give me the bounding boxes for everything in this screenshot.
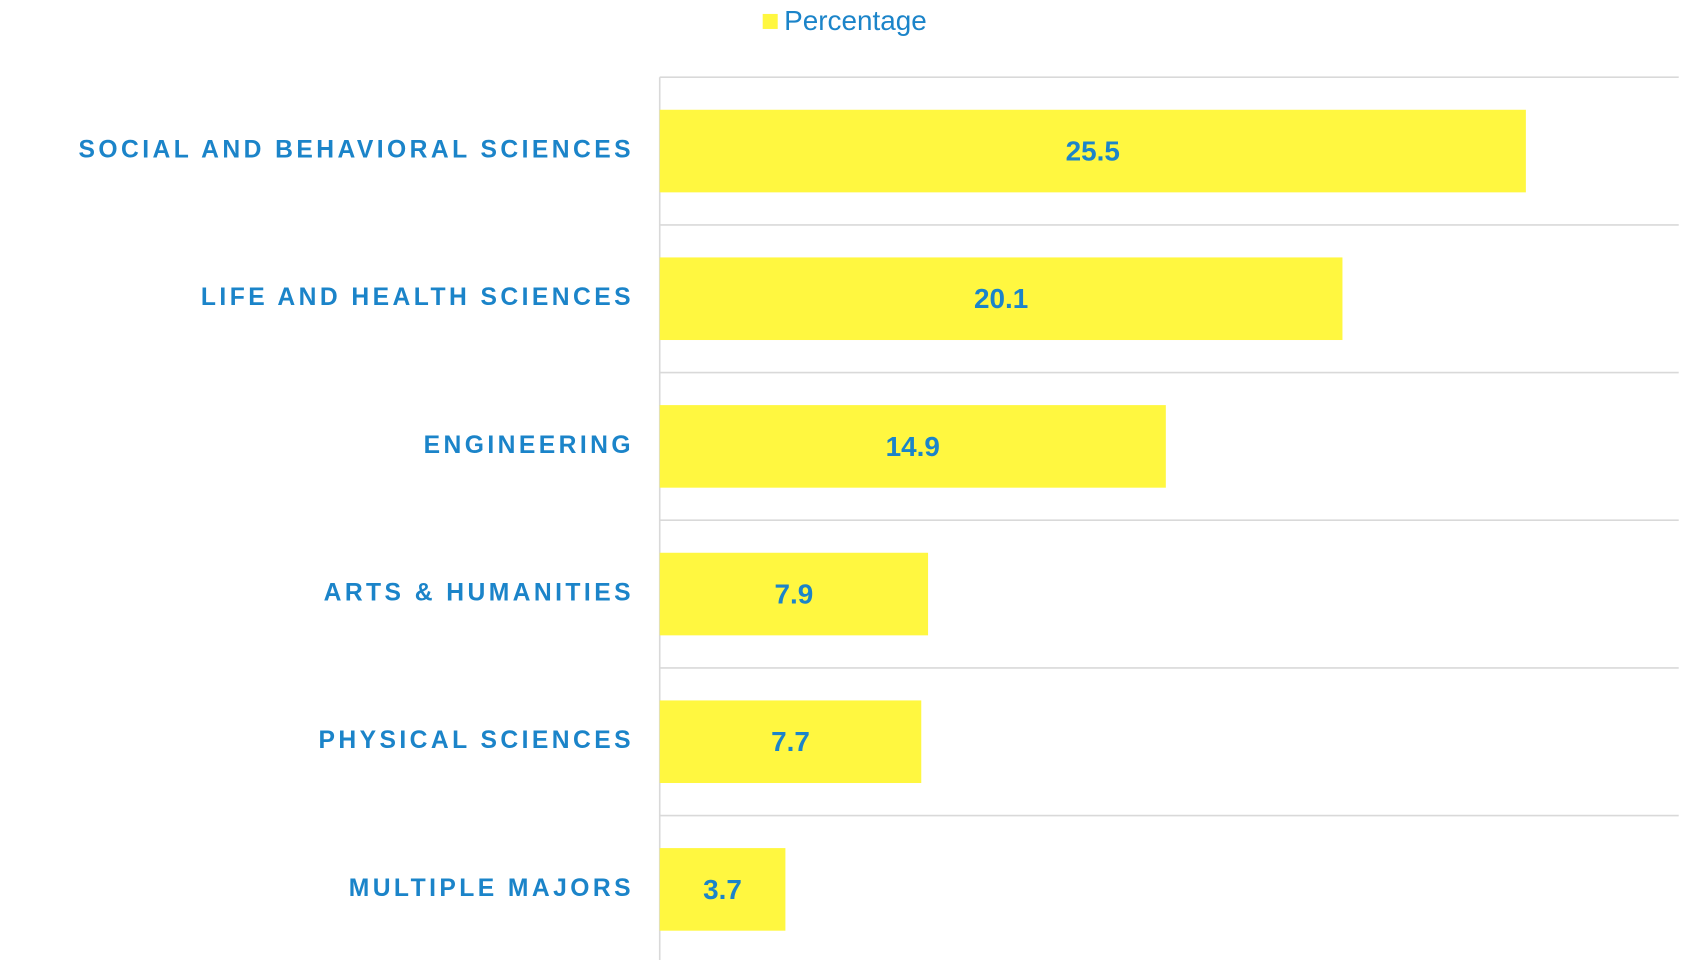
bar bbox=[659, 257, 1343, 341]
category-label: LIFE AND HEALTH SCIENCES bbox=[201, 284, 634, 311]
bar bbox=[659, 552, 929, 636]
value-label: 7.7 bbox=[771, 726, 810, 757]
legend-swatch bbox=[762, 13, 778, 29]
category-label: MULTIPLE MAJORS bbox=[349, 875, 634, 902]
value-label: 25.5 bbox=[1066, 136, 1120, 167]
bar bbox=[659, 700, 922, 784]
category-label: PHYSICAL SCIENCES bbox=[318, 727, 633, 754]
category-label: ARTS & HUMANITIES bbox=[324, 580, 634, 607]
legend-label: Percentage bbox=[784, 5, 927, 36]
value-label: 7.9 bbox=[775, 579, 814, 610]
bar bbox=[659, 109, 1526, 193]
bar bbox=[659, 848, 786, 931]
category-label: ENGINEERING bbox=[424, 432, 634, 459]
value-label: 14.9 bbox=[886, 431, 940, 462]
category-label: SOCIAL AND BEHAVIORAL SCIENCES bbox=[78, 137, 634, 164]
value-label: 3.7 bbox=[703, 874, 742, 905]
value-label: 20.1 bbox=[974, 283, 1028, 314]
bar bbox=[659, 405, 1166, 488]
